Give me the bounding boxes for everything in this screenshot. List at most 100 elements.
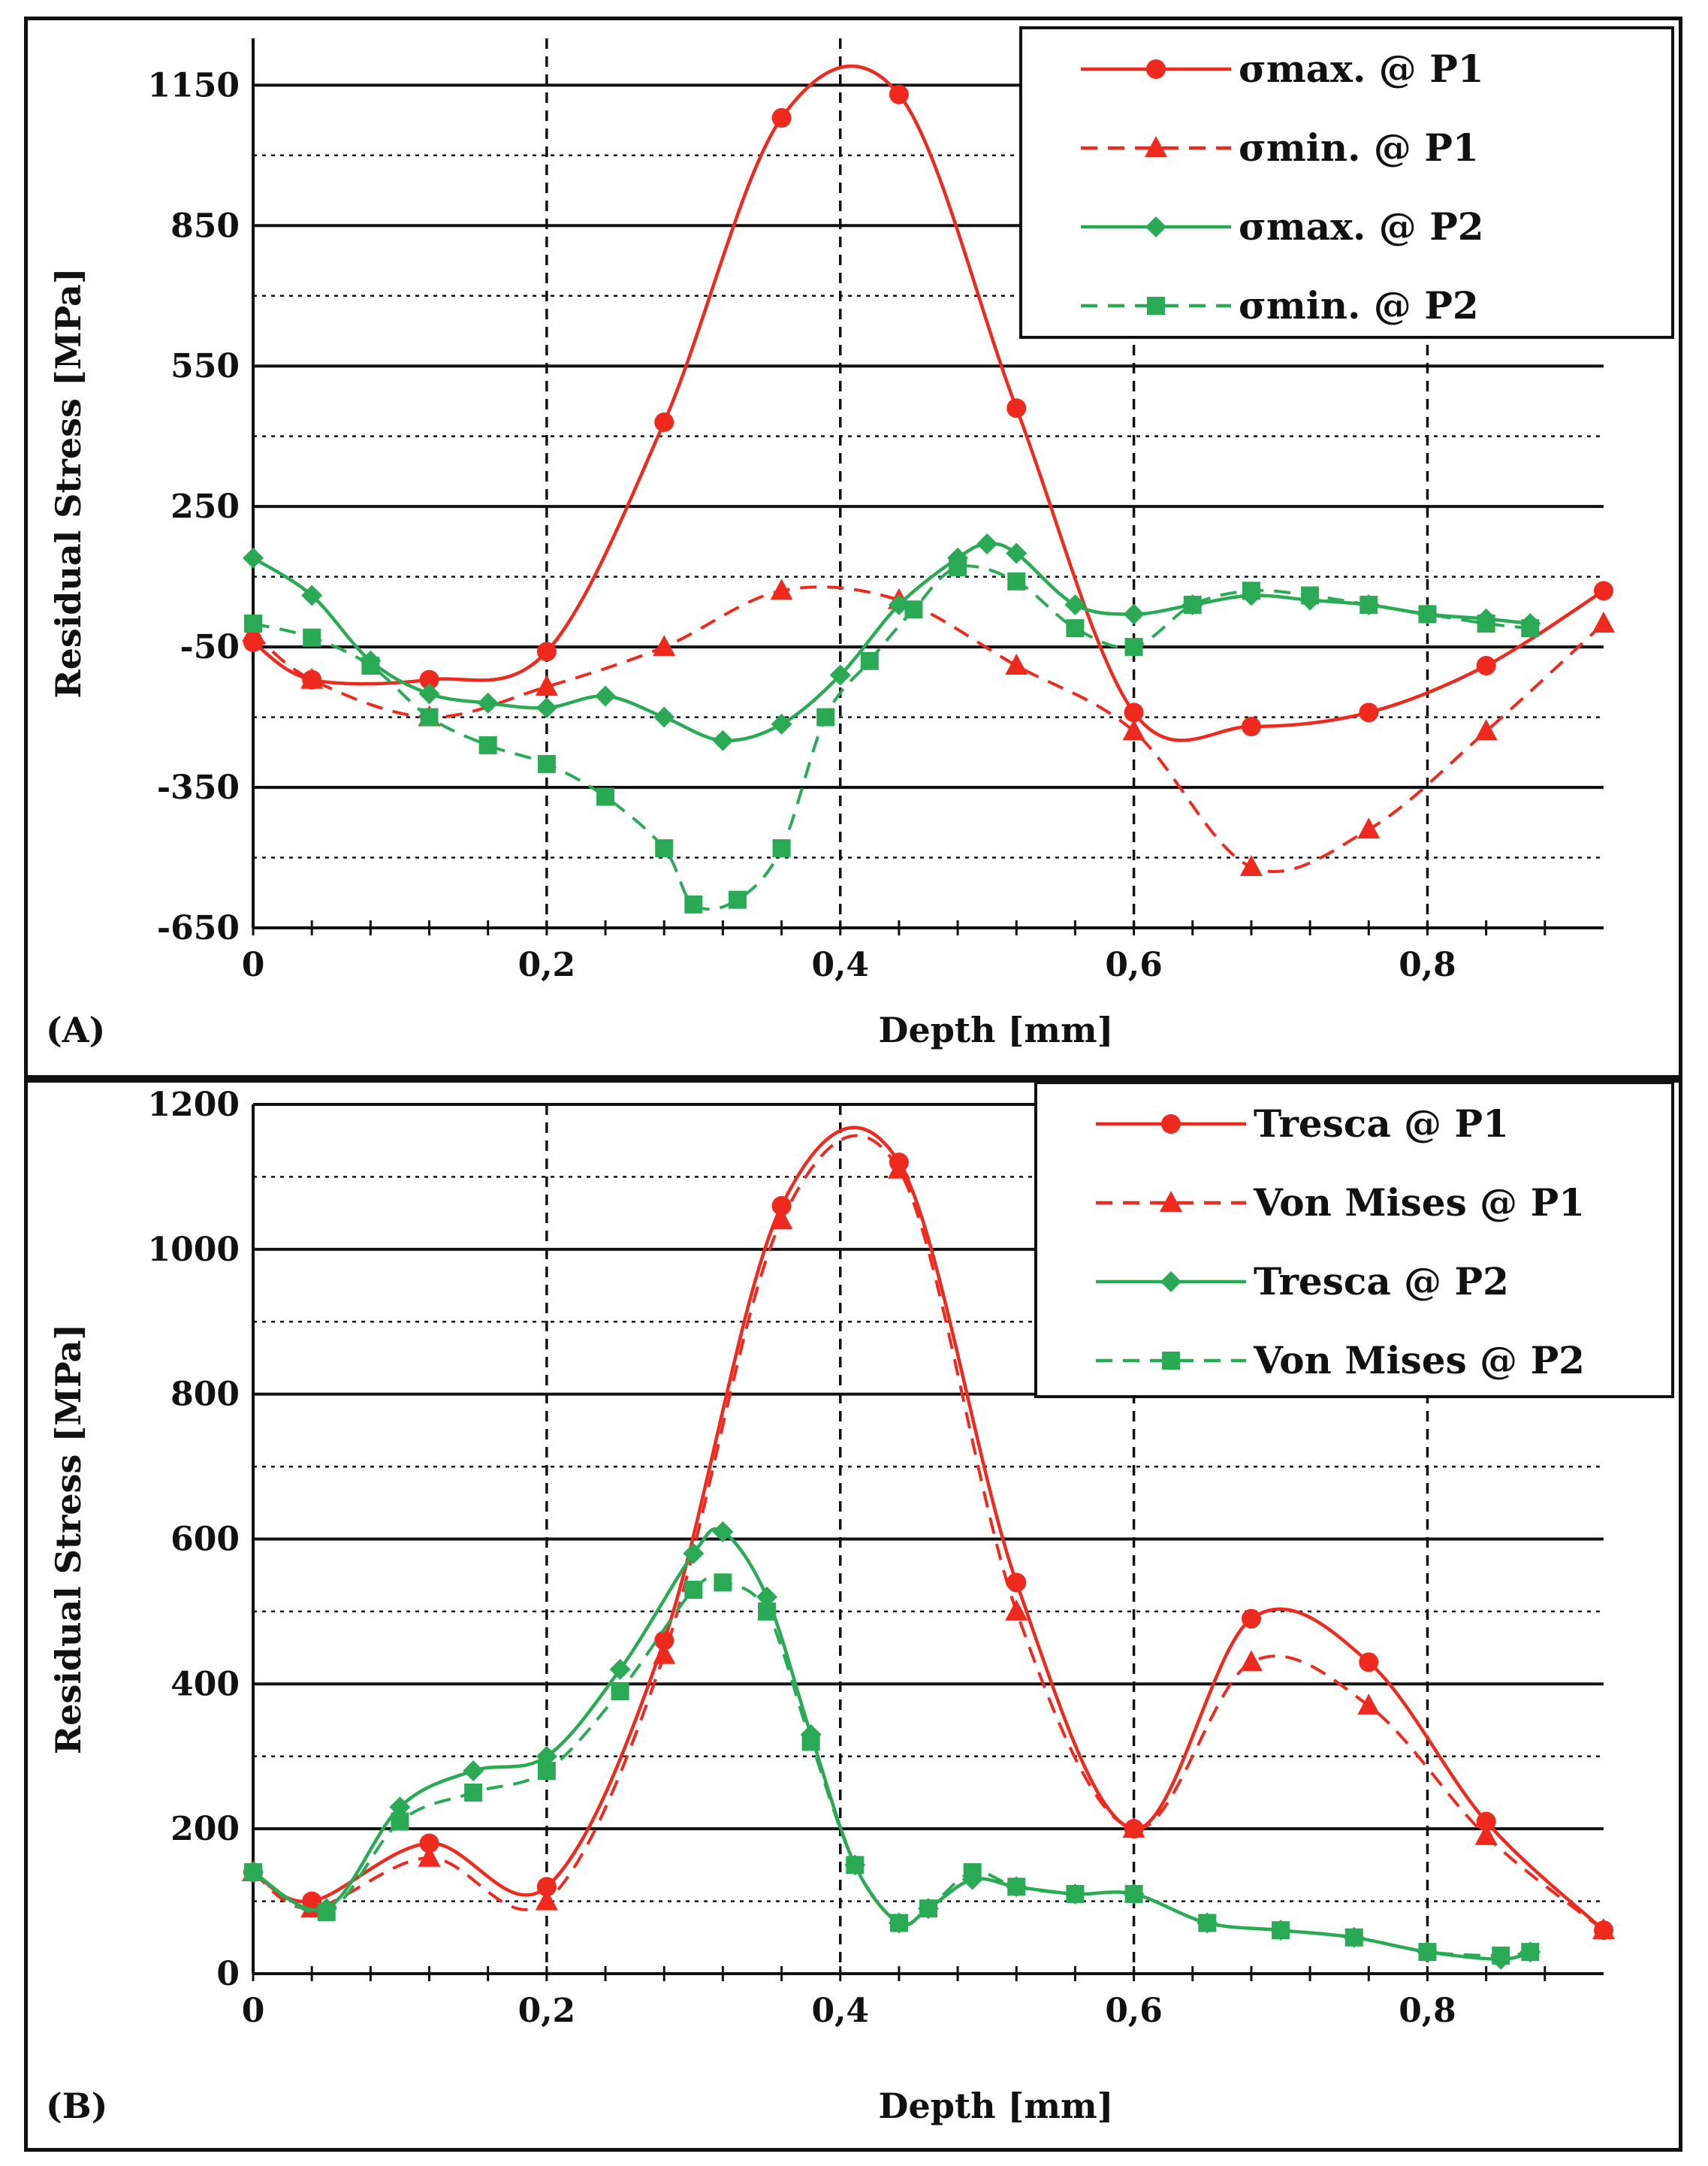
marker-triangle <box>535 1889 558 1911</box>
marker-square <box>1066 1884 1085 1903</box>
marker-circle <box>654 412 674 432</box>
legend-label: Von Mises @ P1 <box>1253 1180 1585 1225</box>
marker-circle <box>771 107 792 128</box>
marker-diamond <box>477 692 499 714</box>
marker-square <box>714 1573 732 1592</box>
marker-square <box>1418 605 1437 624</box>
marker-square <box>391 1812 409 1831</box>
marker-square <box>1066 619 1085 638</box>
marker-square <box>1147 297 1165 315</box>
x-tick-label: 0,4 <box>811 946 869 984</box>
marker-triangle <box>1239 1650 1263 1672</box>
marker-triangle <box>1005 1599 1028 1621</box>
marker-diamond <box>712 1521 734 1542</box>
marker-square <box>1124 638 1143 657</box>
x-axis-label: Depth [mm] <box>879 2086 1114 2126</box>
legend-box <box>1019 26 1674 339</box>
series-3 <box>243 1521 1541 1970</box>
marker-square <box>684 895 703 914</box>
marker-square <box>1242 582 1260 600</box>
x-axis-label: Depth [mm] <box>879 1010 1114 1050</box>
series-line <box>252 1527 1531 1961</box>
marker-triangle <box>770 579 793 600</box>
marker-square <box>889 1914 908 1932</box>
marker-circle <box>1006 398 1027 418</box>
marker-triangle <box>1592 611 1615 633</box>
marker-triangle <box>1357 817 1381 839</box>
marker-diamond <box>463 1760 484 1782</box>
series-4 <box>244 1573 1540 1965</box>
legend-label: Tresca @ P1 <box>1254 1101 1509 1146</box>
marker-triangle <box>770 1208 793 1230</box>
legend-label: σmin. @ P2 <box>1239 283 1479 328</box>
marker-triangle <box>418 1845 441 1867</box>
marker-diamond <box>756 1586 778 1608</box>
y-axis-label: Residual Stress [MPa] <box>48 267 89 698</box>
marker-diamond <box>1145 216 1166 237</box>
legend-label: σmin. @ P1 <box>1239 125 1479 170</box>
marker-triangle <box>1145 136 1167 157</box>
marker-square <box>655 839 674 858</box>
x-tick-label: 0,8 <box>1399 946 1456 984</box>
marker-square <box>963 1863 982 1882</box>
legend: σmax. @ P1 σmin. @ P1 σmax. @ P2 σmin. @ P2 <box>1019 26 1674 339</box>
marker-diamond <box>301 585 323 606</box>
marker-square <box>758 1602 777 1621</box>
legend-label: Tresca @ P2 <box>1254 1259 1509 1304</box>
marker-triangle <box>1474 719 1498 741</box>
marker-square <box>420 708 439 727</box>
marker-diamond <box>389 1796 411 1818</box>
series-line <box>252 64 1605 742</box>
marker-triangle <box>653 635 676 657</box>
marker-diamond <box>712 730 734 751</box>
marker-triangle <box>1592 1918 1615 1940</box>
y-tick-label: -350 <box>157 769 240 807</box>
marker-triangle <box>300 667 324 689</box>
y-tick-label: 1000 <box>148 1231 240 1269</box>
series-line <box>252 564 1531 911</box>
marker-square <box>801 1732 820 1751</box>
y-tick-label: -650 <box>157 909 240 947</box>
marker-square <box>361 657 380 675</box>
marker-square <box>846 1856 865 1874</box>
marker-square <box>1007 1878 1026 1896</box>
marker-triangle <box>300 1896 324 1918</box>
marker-triangle <box>535 675 558 696</box>
y-tick-label: 600 <box>170 1521 240 1559</box>
y-tick-label: 850 <box>170 207 240 245</box>
marker-square <box>860 651 879 670</box>
marker-square <box>596 787 615 806</box>
marker-square <box>1477 614 1495 633</box>
marker-square <box>464 1783 483 1802</box>
series-line <box>252 585 1605 874</box>
y-tick-label: -50 <box>180 628 240 666</box>
marker-diamond <box>1064 594 1086 616</box>
marker-triangle <box>1239 854 1263 876</box>
marker-diamond <box>1160 1271 1181 1292</box>
marker-square <box>919 1899 937 1918</box>
marker-square <box>244 614 262 633</box>
marker-diamond <box>609 1659 631 1681</box>
marker-triangle <box>1474 1823 1498 1845</box>
marker-triangle <box>1005 654 1028 675</box>
marker-circle <box>1476 656 1496 676</box>
y-tick-label: 250 <box>170 488 240 526</box>
marker-circle <box>1476 1811 1496 1832</box>
series-line <box>252 542 1531 743</box>
marker-diamond <box>536 1745 557 1767</box>
marker-diamond <box>1123 603 1145 625</box>
marker-diamond <box>976 533 998 555</box>
marker-square <box>1418 1943 1437 1962</box>
x-tick-label: 0 <box>242 1992 265 2030</box>
marker-circle <box>1594 581 1613 601</box>
marker-square <box>1007 572 1026 591</box>
marker-square <box>611 1681 629 1700</box>
marker-square <box>1359 596 1378 615</box>
marker-square <box>537 754 556 773</box>
x-tick-label: 0 <box>242 946 265 984</box>
marker-circle <box>419 669 439 690</box>
x-tick-label: 0,8 <box>1399 1992 1456 2030</box>
y-tick-label: 800 <box>170 1376 240 1414</box>
marker-triangle <box>1160 1191 1182 1212</box>
